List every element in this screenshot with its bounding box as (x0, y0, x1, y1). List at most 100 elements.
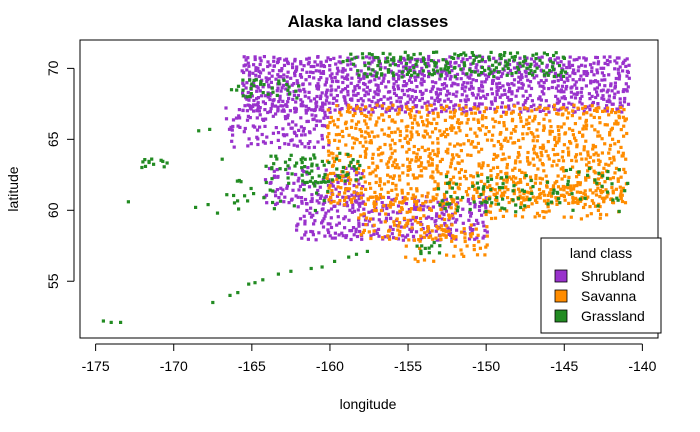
point (431, 108, 435, 112)
point (584, 139, 588, 143)
point (574, 200, 578, 204)
point (513, 161, 518, 165)
point (547, 157, 551, 161)
point (519, 64, 523, 69)
point (469, 62, 473, 66)
point (339, 113, 343, 117)
point (480, 80, 484, 84)
point (371, 152, 375, 156)
point (489, 50, 493, 54)
point (143, 164, 148, 168)
point (318, 96, 322, 101)
point (457, 122, 462, 126)
point (422, 258, 427, 262)
point (444, 234, 448, 238)
point (413, 75, 417, 79)
point (539, 98, 543, 102)
point (603, 84, 607, 88)
point (596, 60, 601, 64)
point (480, 147, 484, 151)
point (230, 139, 234, 143)
point (595, 56, 599, 60)
point (586, 153, 590, 157)
point (512, 83, 516, 87)
point (608, 133, 612, 137)
point (316, 188, 320, 193)
point (275, 157, 279, 161)
point (248, 116, 252, 120)
point (569, 186, 573, 190)
point (241, 81, 245, 85)
point (521, 196, 525, 200)
point (521, 137, 525, 141)
point (445, 224, 449, 228)
point (502, 138, 506, 142)
point (436, 87, 440, 91)
point (375, 164, 379, 168)
point (602, 74, 606, 78)
point (276, 73, 280, 77)
point (406, 221, 410, 226)
point (243, 194, 247, 198)
point (525, 118, 529, 122)
point (400, 188, 404, 192)
point (505, 166, 509, 170)
point (600, 96, 604, 100)
point (470, 140, 475, 144)
point (585, 123, 589, 127)
point (284, 117, 288, 121)
point (598, 216, 602, 220)
point (245, 81, 249, 85)
point (567, 175, 571, 179)
point (408, 97, 412, 101)
point (499, 170, 503, 174)
point (617, 72, 621, 76)
point (377, 89, 381, 93)
point (571, 201, 575, 205)
point (605, 104, 609, 108)
point (550, 65, 555, 69)
point (593, 108, 597, 112)
point (256, 86, 260, 90)
point (455, 208, 460, 213)
point (568, 74, 572, 78)
point (414, 215, 418, 220)
point (489, 168, 493, 173)
point (418, 239, 422, 243)
point (290, 197, 294, 201)
point (357, 86, 361, 90)
point (376, 147, 380, 151)
point (290, 62, 295, 66)
point (449, 64, 453, 68)
point (312, 117, 316, 121)
point (359, 191, 363, 195)
point (453, 220, 458, 224)
point (443, 118, 447, 122)
point (505, 175, 509, 179)
point (306, 119, 310, 123)
point (445, 253, 449, 257)
point (376, 83, 380, 88)
point (392, 91, 397, 95)
point (396, 105, 400, 109)
point (552, 68, 556, 72)
point (327, 139, 331, 143)
point (281, 108, 286, 112)
point (256, 96, 260, 100)
point (436, 93, 440, 97)
point (429, 156, 433, 160)
point (489, 177, 494, 181)
point (335, 104, 339, 108)
point (430, 217, 434, 221)
point (554, 51, 558, 55)
point (509, 131, 513, 135)
point (550, 164, 554, 168)
point (285, 80, 289, 84)
point (605, 109, 609, 113)
point (433, 64, 437, 68)
point (386, 160, 391, 164)
point (310, 164, 314, 168)
point (572, 58, 576, 62)
point (578, 152, 583, 156)
point (249, 186, 253, 191)
